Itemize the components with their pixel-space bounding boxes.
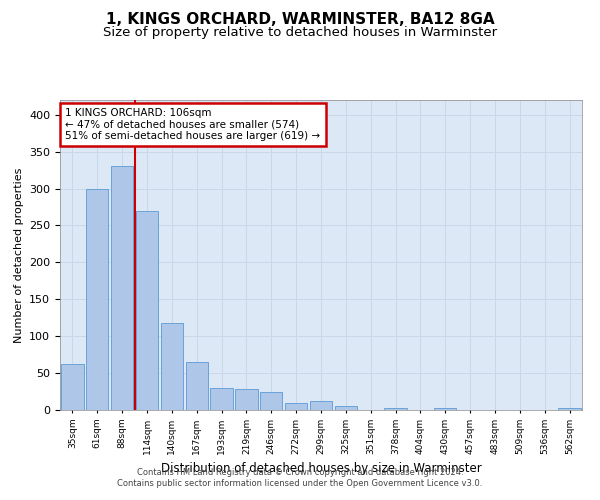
Bar bbox=[161, 323, 183, 410]
Bar bbox=[185, 362, 208, 410]
Bar bbox=[235, 390, 257, 410]
Bar bbox=[211, 388, 233, 410]
X-axis label: Distribution of detached houses by size in Warminster: Distribution of detached houses by size … bbox=[161, 462, 481, 475]
Text: Size of property relative to detached houses in Warminster: Size of property relative to detached ho… bbox=[103, 26, 497, 39]
Bar bbox=[61, 364, 83, 410]
Bar bbox=[86, 188, 109, 410]
Bar bbox=[434, 408, 457, 410]
Text: 1 KINGS ORCHARD: 106sqm
← 47% of detached houses are smaller (574)
51% of semi-d: 1 KINGS ORCHARD: 106sqm ← 47% of detache… bbox=[65, 108, 320, 141]
Text: 1, KINGS ORCHARD, WARMINSTER, BA12 8GA: 1, KINGS ORCHARD, WARMINSTER, BA12 8GA bbox=[106, 12, 494, 28]
Bar bbox=[559, 408, 581, 410]
Text: Contains HM Land Registry data © Crown copyright and database right 2024.
Contai: Contains HM Land Registry data © Crown c… bbox=[118, 468, 482, 487]
Bar bbox=[285, 402, 307, 410]
Bar bbox=[310, 401, 332, 410]
Bar bbox=[385, 408, 407, 410]
Bar bbox=[111, 166, 133, 410]
Y-axis label: Number of detached properties: Number of detached properties bbox=[14, 168, 23, 342]
Bar bbox=[335, 406, 357, 410]
Bar bbox=[136, 210, 158, 410]
Bar bbox=[260, 392, 283, 410]
